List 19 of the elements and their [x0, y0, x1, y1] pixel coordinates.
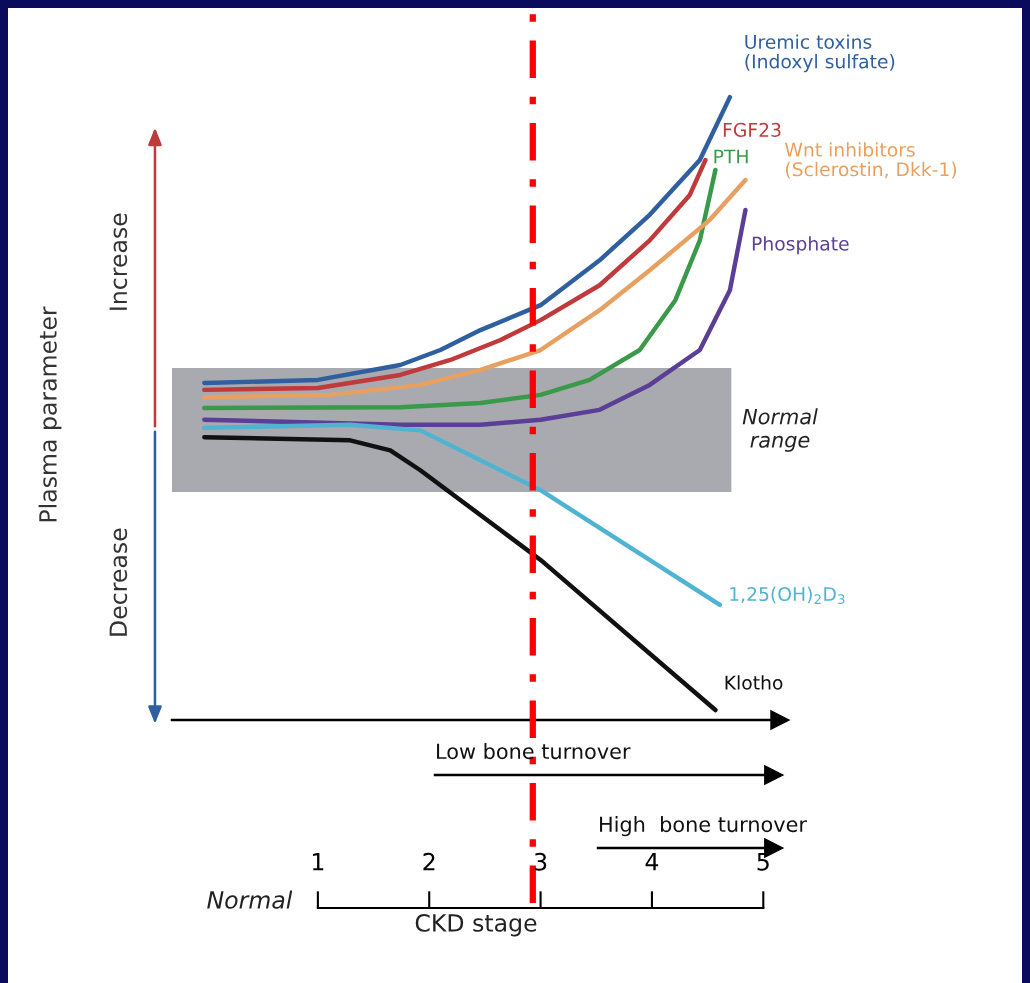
series-label: PTH [714, 149, 748, 164]
series-label: 1,25(OH)$_{2}$D$_{3}$ [730, 586, 845, 605]
text: Wnt inhibitors (Sclerostin, Dkk-1) [784, 142, 957, 179]
text: High bone turnover [600, 816, 807, 837]
band-label: Normal range [742, 408, 818, 452]
text: Low bone turnover [437, 743, 631, 760]
series-label: FGF23 [723, 122, 781, 137]
series-label: Klotho [725, 675, 783, 690]
series-label: Uremic toxins (Indoxyl sulfate) [745, 34, 895, 73]
text: Normal [207, 890, 293, 909]
text: Plasma parameter [38, 306, 62, 522]
text: Decrease [109, 528, 128, 636]
text: Increase [109, 213, 128, 310]
x-tick-label: 3 [534, 852, 547, 871]
x-tick-label: 4 [645, 853, 659, 871]
series-label: Phosphate [752, 236, 849, 255]
x-tick-label: 1 [312, 853, 324, 871]
x-tick-label: 2 [423, 852, 435, 871]
x-axis-title: CKD stage [415, 913, 537, 937]
